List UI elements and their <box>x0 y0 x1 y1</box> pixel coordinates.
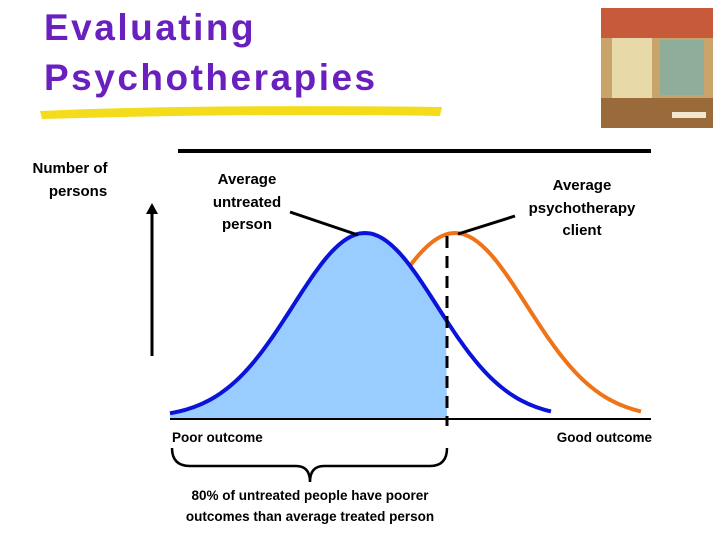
y-arrow <box>146 203 158 214</box>
y-label: Number of <box>33 160 109 177</box>
untreated-label: person <box>222 216 272 233</box>
x-right-label: Good outcome <box>557 430 653 445</box>
note: 80% of untreated people have poorer <box>191 488 429 503</box>
client-label: client <box>562 222 601 239</box>
client-label: psychotherapy <box>529 200 636 217</box>
untreated-label: untreated <box>213 194 281 211</box>
untreated-label: Average <box>218 171 277 188</box>
title-underline <box>40 106 442 119</box>
x-left-label: Poor outcome <box>172 430 263 445</box>
book-cover <box>601 8 713 128</box>
shaded-area <box>170 233 447 418</box>
title-line: Evaluating <box>44 7 256 48</box>
brace <box>170 447 449 483</box>
title-line: Psychotherapies <box>44 57 378 98</box>
y-label: persons <box>49 183 107 200</box>
untreated-curve <box>169 230 552 416</box>
treated-curve <box>378 230 642 414</box>
note: outcomes than average treated person <box>186 509 434 524</box>
client-label: Average <box>553 177 612 194</box>
connector <box>457 214 516 236</box>
connector <box>289 210 359 237</box>
curves <box>169 230 642 418</box>
